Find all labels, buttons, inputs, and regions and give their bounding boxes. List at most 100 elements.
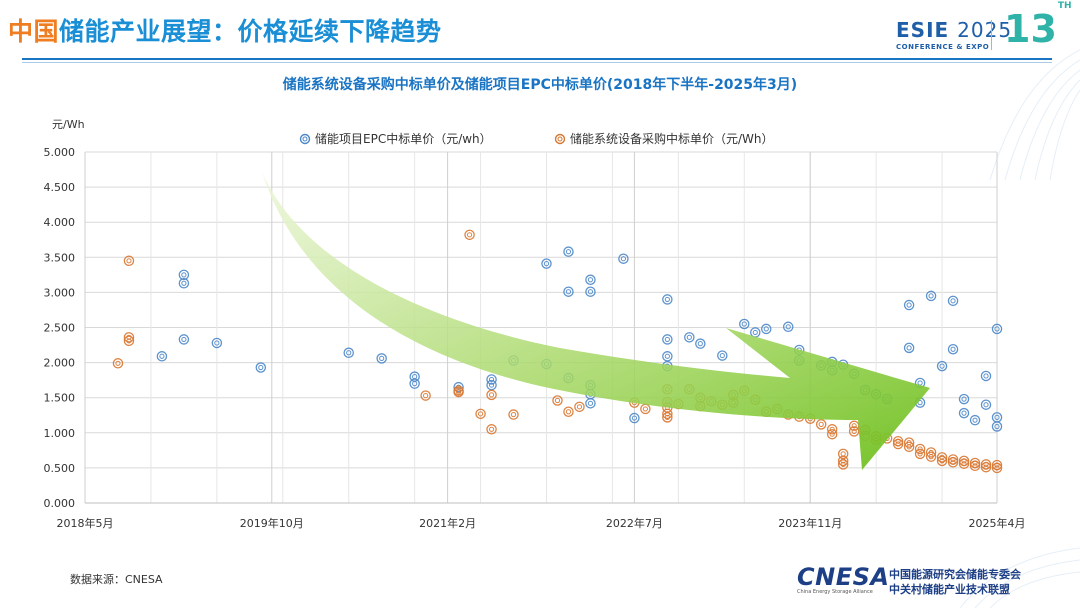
chart-grid [84,151,998,504]
cnesa-org-line2: 中关村储能产业技术联盟 [889,583,1010,596]
data-point [123,255,135,267]
data-point [925,451,937,462]
data-point [420,390,431,401]
data-point [123,332,135,343]
13th-logo-suffix: TH [1057,1,1072,12]
y-axis-ticks: 0.000 0.500 1.000 1.500 2.000 2.500 3.000 3.500… [44,146,76,510]
data-point [563,286,574,297]
data-point [969,414,981,426]
data-point [552,395,563,406]
y-tick-label: 3.000 [44,286,76,299]
data-point [585,274,596,286]
data-point [486,374,497,385]
y-tick-label: 2.500 [44,322,76,335]
data-point [453,386,464,398]
data-point [585,398,596,409]
data-point [826,428,838,440]
data-point [156,351,168,362]
x-tick-label: 2018年5月 [57,516,114,530]
data-point [585,286,596,297]
data-point [739,318,750,330]
data-point [409,378,420,389]
data-point [991,462,1003,474]
cnesa-org-line1: 中国能源研究会储能专委会 [889,568,1021,581]
data-point [563,406,574,417]
data-point [947,457,959,468]
data-point [662,412,673,423]
13th-logo-number: 13 [1004,7,1057,51]
esie-logo: ESIE 2025 CONFERENCE & EXPO [896,18,1012,51]
esie-logo-year: 2025 [957,18,1013,42]
data-point [211,337,223,349]
data-point [343,347,354,359]
data-point [376,353,387,364]
data-point [980,461,992,473]
data-point [563,246,574,257]
data-point [903,342,915,354]
data-point [837,459,849,470]
x-tick-label: 2023年11月 [778,516,842,530]
data-point [255,362,267,373]
13th-logo: 13TH [1004,2,1072,51]
data-point [947,295,959,307]
slide-title: 中国储能产业展望：价格延续下降趋势 [8,12,442,48]
data-point [958,458,970,469]
data-point [925,290,937,302]
data-point [662,351,673,362]
data-point [618,253,629,264]
data-point [980,370,992,382]
cnesa-org-name: 中国能源研究会储能专委会 中关村储能产业技术联盟 [889,567,1021,597]
slide-title-highlight: 中国 [8,17,60,46]
data-point [112,358,124,369]
y-axis-label: 元/Wh [52,118,85,131]
data-point [178,278,190,289]
y-tick-label: 4.000 [44,216,76,229]
legend-marker-inner [302,136,308,142]
logo-separator [991,20,992,50]
data-point [958,407,970,419]
legend-label: 储能项目EPC中标单价（元/wh） [315,131,492,146]
data-point [958,393,970,405]
data-point [903,299,915,311]
data-point [629,412,640,424]
bottom-corner-decoration [959,547,1080,608]
data-point [123,335,135,347]
data-point [640,403,651,415]
data-point [936,452,948,463]
slide-title-rest: 储能产业展望：价格延续下降趋势 [59,17,442,46]
data-point [662,294,673,305]
y-tick-label: 0.500 [44,462,76,475]
data-point [837,455,849,467]
chart-title: 储能系统设备采购中标单价及储能项目EPC中标单价(2018年下半年-2025年3… [282,77,798,93]
data-point [464,229,475,241]
data-point [969,460,981,472]
cnesa-logo-sub: China Energy Storage Alliance [797,589,873,595]
y-tick-label: 1.000 [44,427,76,440]
data-point [508,409,519,420]
esie-logo-subtitle: CONFERENCE & EXPO [896,43,990,51]
data-point [486,389,497,401]
x-tick-label: 2019年10月 [240,516,304,530]
x-tick-label: 2022年7月 [606,516,663,530]
data-point [991,421,1003,432]
data-point [761,323,772,335]
data-point [475,408,486,420]
x-tick-label: 2025年4月 [969,516,1026,530]
data-point [662,408,673,420]
data-point [991,323,1003,335]
x-tick-label: 2021年2月 [419,516,476,530]
data-point [914,443,926,455]
y-tick-label: 2.000 [44,357,76,370]
data-point [980,399,992,410]
header-divider [22,58,1052,60]
data-point [178,269,190,281]
legend-marker-inner [557,136,563,142]
data-point [750,327,761,338]
data-point [662,334,673,345]
data-point [684,332,695,343]
data-point [178,334,190,345]
y-tick-label: 4.500 [44,181,76,194]
data-point [947,344,959,355]
data-point [717,350,728,361]
